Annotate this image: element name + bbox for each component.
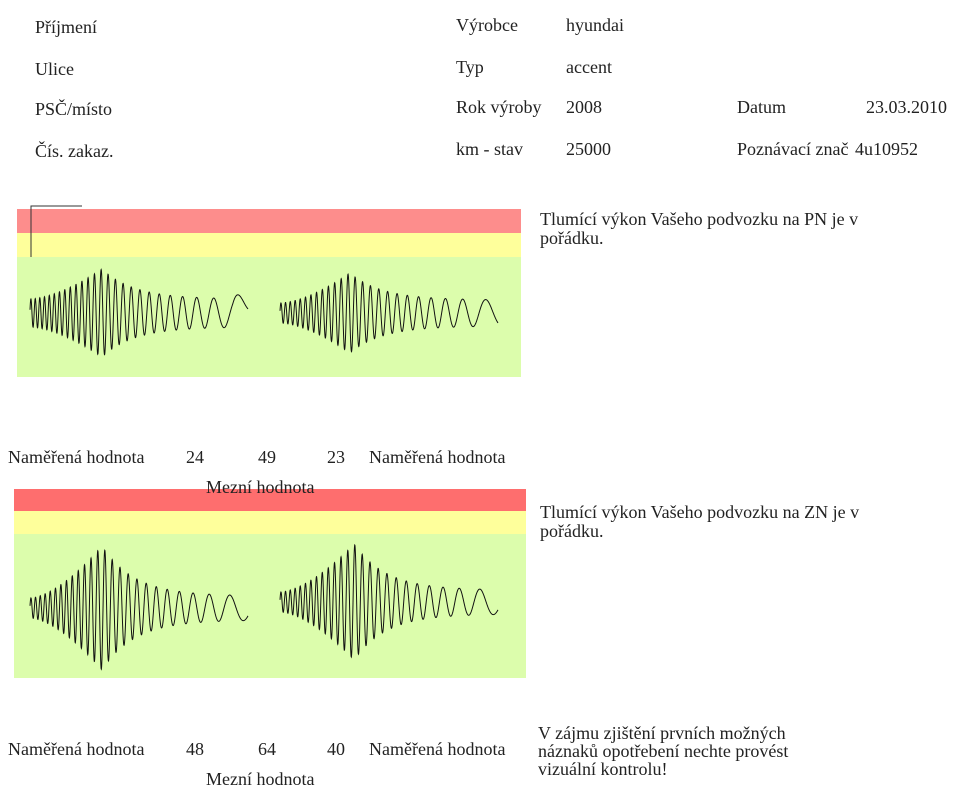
mileage-value: 25000 [566,139,611,159]
front-right-wheel-trace [279,273,499,353]
postcode-city-label: PSČ/místo [35,99,113,119]
rear-result-message: Tlumící výkon Vašeho podvozku na ZN je v… [540,502,860,541]
front-limit-label: Mezní hodnota [206,477,315,497]
year-label: Rok výroby [456,97,542,117]
order-number-label: Čís. zakaz. [35,141,114,161]
rear-right-wheel-trace [279,543,499,659]
front-measured-label-right: Naměřená hodnota [369,447,506,467]
year-value: 2008 [566,97,602,117]
rear-red-band [14,489,526,511]
type-value: accent [566,57,612,77]
rear-yellow-band [14,511,526,534]
rear-limit-value: 64 [258,739,276,759]
rear-measured-label-right: Naměřená hodnota [369,739,506,759]
street-label: Ulice [35,59,74,79]
rear-limit-label: Mezní hodnota [206,769,315,789]
mileage-label: km - stav [456,139,523,159]
front-limit-value: 49 [258,447,276,467]
rear-measured-value-right: 40 [327,739,345,759]
surname-label: Příjmení [35,17,97,37]
date-value: 23.03.2010 [866,97,947,117]
type-label: Typ [456,57,484,77]
oscillation-curve [29,268,249,356]
date-label: Datum [737,97,786,117]
visual-inspection-note: V zájmu zjištění prvních možných náznaků… [538,723,789,779]
front-result-message: Tlumící výkon Vašeho podvozku na PN je v… [540,209,859,248]
front-measured-label-left: Naměřená hodnota [8,447,145,467]
front-left-wheel-trace [29,268,249,356]
manufacturer-label: Výrobce [456,15,518,35]
rear-left-wheel-trace [29,549,249,671]
oscillation-curve [29,549,249,671]
license-plate-value: 4u10952 [855,139,918,159]
front-measured-value-left: 24 [186,447,204,467]
manufacturer-value: hyundai [566,15,624,35]
license-plate-label: Poznávací znač [737,139,849,159]
front-red-band [17,209,521,233]
oscillation-curve [279,273,499,353]
front-green-area [17,257,521,377]
rear-measured-label-left: Naměřená hodnota [8,739,145,759]
oscillation-curve [279,543,499,659]
front-yellow-band [17,233,521,257]
front-measured-value-right: 23 [327,447,345,467]
rear-measured-value-left: 48 [186,739,204,759]
